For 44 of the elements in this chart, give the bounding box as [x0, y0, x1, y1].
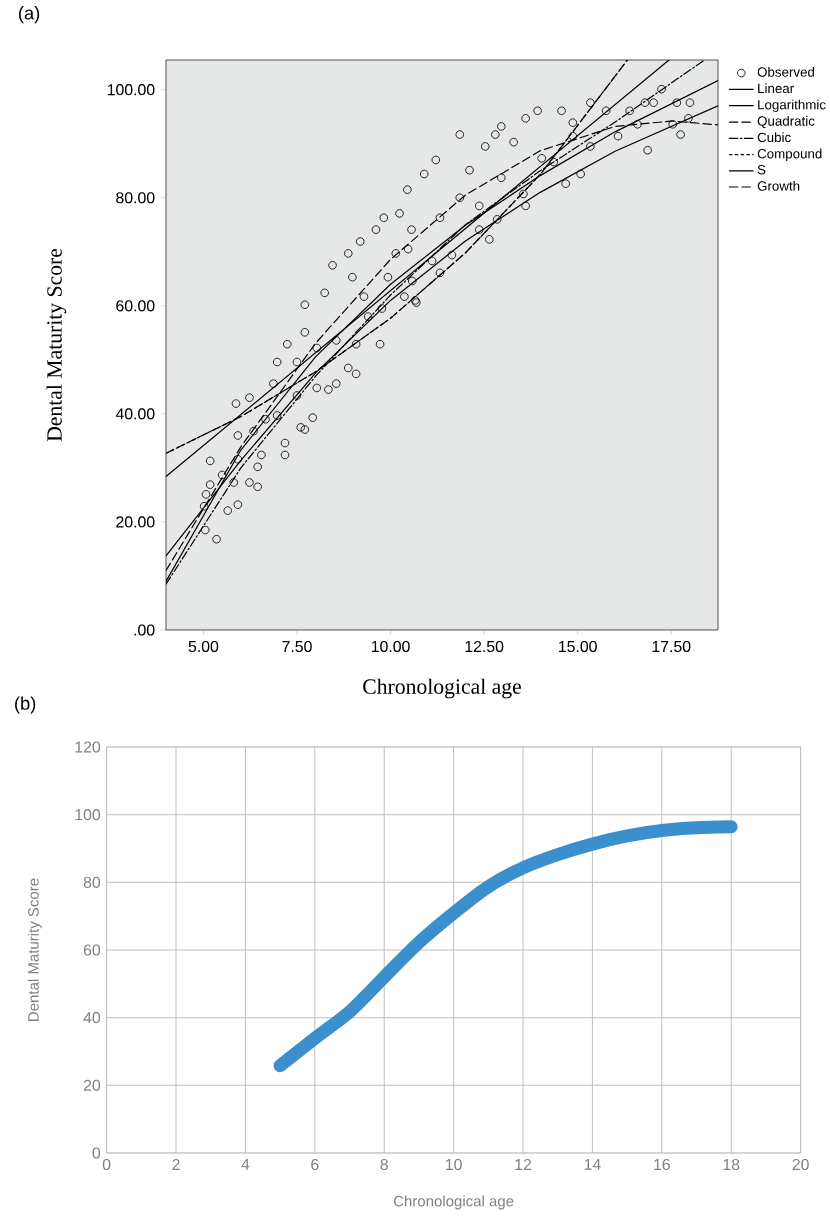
y-tick-label: 120 [75, 741, 101, 753]
legend-label: Observed [757, 66, 815, 77]
y-tick-label: 80 [83, 876, 101, 888]
legend-label: Cubic [757, 132, 791, 143]
y-axis-title: Dental Maturity Score [27, 878, 42, 1021]
x-tick-label: 0 [102, 1158, 111, 1171]
legend-label: S [757, 164, 766, 175]
y-tick-label: 100 [75, 809, 101, 821]
x-tick-label: 6 [311, 1158, 319, 1171]
y-axis-title: Dental Maturity Score [46, 248, 67, 442]
x-axis-title: Chronological age [363, 678, 521, 699]
x-tick-label: 15.00 [559, 640, 597, 653]
y-tick-label: 40 [83, 1012, 101, 1024]
x-tick-label: 18 [723, 1158, 740, 1171]
y-tick-label: .00 [134, 624, 155, 636]
x-tick-label: 10.00 [371, 640, 410, 653]
chart-title: (a) [19, 6, 40, 24]
legend-label: Quadratic [757, 115, 815, 129]
x-tick-label: 16 [654, 1158, 670, 1171]
y-tick-label: 0 [92, 1147, 101, 1159]
x-tick-label: 2 [172, 1158, 180, 1170]
x-tick-label: 8 [380, 1158, 388, 1171]
x-tick-label: 5.00 [188, 640, 219, 653]
chart-title: (b) [15, 696, 36, 714]
x-tick-label: 17.50 [652, 640, 691, 653]
x-tick-label: 14 [584, 1158, 601, 1170]
x-tick-label: 12.50 [465, 640, 504, 653]
legend-label: Growth [757, 180, 800, 191]
x-tick-label: 12 [515, 1158, 532, 1170]
x-tick-label: 10 [446, 1158, 462, 1171]
y-tick-label: 60.00 [116, 300, 155, 312]
x-tick-label: 20 [792, 1158, 809, 1171]
legend-label: Linear [758, 83, 794, 94]
legend-label: Compound [757, 148, 822, 162]
y-tick-label: 100.00 [107, 84, 155, 96]
x-tick-label: 4 [241, 1158, 250, 1170]
y-tick-label: 60 [83, 944, 101, 956]
y-tick-label: 40.00 [115, 408, 155, 420]
y-tick-label: 80.00 [116, 192, 155, 204]
y-tick-label: 20.00 [116, 516, 155, 528]
x-axis-title: Chronological age [393, 1195, 514, 1210]
legend-label: Logarithmic [758, 99, 826, 113]
x-tick-label: 7.50 [282, 640, 312, 653]
y-tick-label: 20 [83, 1079, 101, 1091]
